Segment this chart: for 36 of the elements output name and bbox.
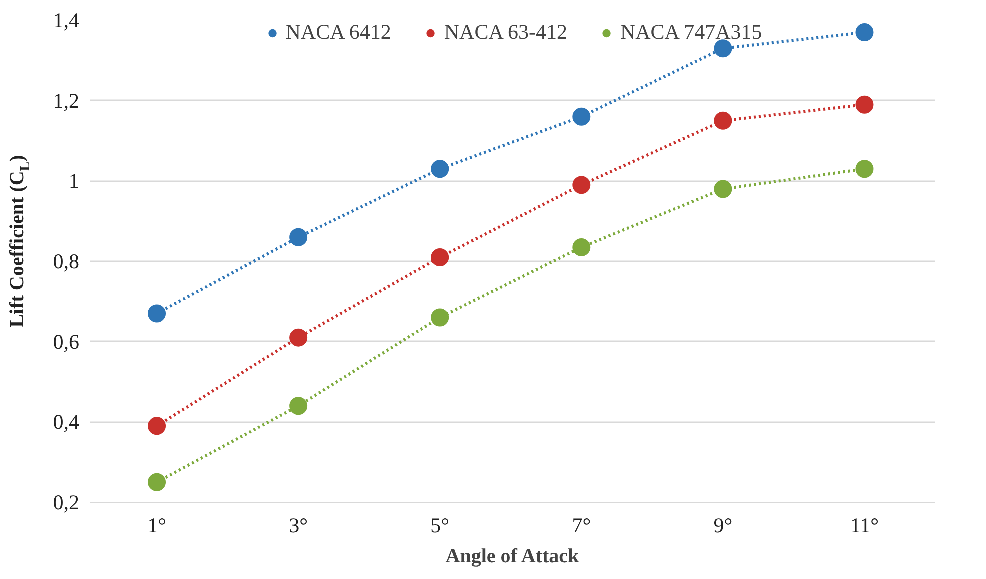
point	[714, 180, 732, 198]
x-tick-label: 9°	[714, 514, 733, 538]
x-tick-label: 3°	[289, 514, 308, 538]
y-tick-label: 0,2	[53, 490, 80, 514]
y-tick-label: 0,6	[53, 330, 80, 354]
y-tick-label: 1	[69, 169, 80, 194]
x-tick-label: 7°	[572, 514, 592, 538]
y-tick-label: 0,4	[53, 410, 80, 434]
point	[572, 108, 591, 126]
point	[148, 304, 166, 323]
point	[856, 24, 874, 42]
x-tick-label: 1°	[148, 514, 166, 538]
x-tick-label: 5°	[430, 514, 450, 538]
x-tick-label: 11°	[850, 514, 880, 538]
point	[856, 96, 874, 114]
legend-label: NACA 6412	[286, 20, 392, 45]
point	[714, 112, 732, 130]
point	[431, 308, 450, 327]
point	[148, 417, 166, 436]
point	[856, 160, 874, 178]
point	[714, 40, 732, 58]
point	[431, 160, 450, 178]
point	[572, 176, 591, 194]
legend-label: NACA 747A315	[620, 20, 762, 45]
y-axis-title: Lift Coefficient (CL)	[6, 155, 34, 328]
point	[290, 397, 308, 416]
point	[290, 328, 308, 347]
point	[290, 228, 308, 246]
y-tick-label: 0,8	[53, 250, 80, 274]
point	[431, 248, 450, 266]
y-tick-label: 1,2	[53, 88, 80, 113]
y-tick-label: 1,4	[53, 8, 80, 32]
x-axis-title: Angle of Attack	[446, 546, 580, 568]
point	[572, 238, 591, 256]
point	[148, 473, 166, 492]
legend-label: NACA 63-412	[444, 20, 568, 45]
